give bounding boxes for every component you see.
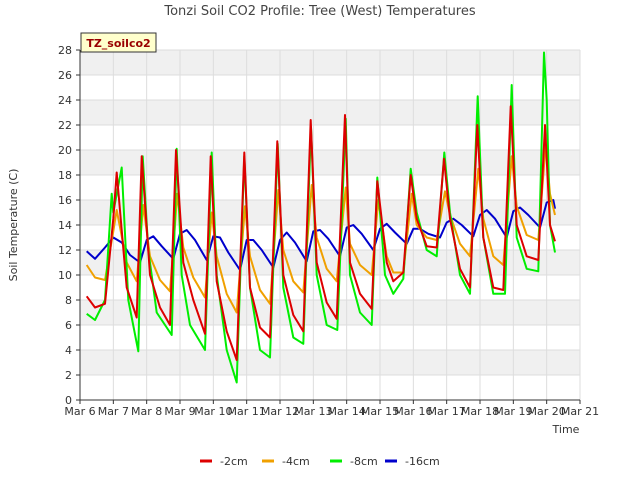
legend-item: -2cm	[200, 455, 248, 468]
plot-band	[80, 100, 580, 125]
x-tick-label: Mar 6	[64, 405, 95, 418]
y-tick-label: 28	[58, 44, 72, 57]
plot-band	[80, 50, 580, 75]
plot-band	[80, 250, 580, 275]
site-label-box: TZ_soilco2	[80, 32, 157, 53]
x-tick-label: Mar 15	[361, 405, 399, 418]
plot-band	[80, 200, 580, 225]
plot-band	[80, 150, 580, 175]
x-tick-label: Mar 20	[528, 405, 566, 418]
x-axis-label: Time	[552, 423, 580, 436]
x-tick-label: Mar 13	[294, 405, 332, 418]
y-tick-label: 16	[58, 194, 72, 207]
x-tick-label: Mar 8	[131, 405, 162, 418]
legend-label: -8cm	[350, 455, 378, 468]
x-tick-label: Mar 11	[228, 405, 266, 418]
x-tick-label: Mar 14	[328, 405, 366, 418]
y-tick-label: 0	[65, 394, 72, 407]
legend-label: -2cm	[220, 455, 248, 468]
series-layer	[85, 51, 556, 384]
y-tick-label: 20	[58, 144, 72, 157]
x-tick-label: Mar 9	[164, 405, 195, 418]
y-tick-label: 26	[58, 69, 72, 82]
site-label: TZ_soilco2	[86, 37, 150, 50]
x-tick-label: Mar 21	[561, 405, 599, 418]
y-tick-label: 12	[58, 244, 72, 257]
y-tick-label: 18	[58, 169, 72, 182]
legend-item: -16cm	[385, 455, 440, 468]
legend: -2cm -4cm -8cm -16cm	[200, 455, 440, 468]
legend-label: -4cm	[282, 455, 310, 468]
y-tick-label: 2	[65, 369, 72, 382]
plot-band	[80, 350, 580, 375]
y-tick-label: 10	[58, 269, 72, 282]
y-tick-label: 24	[58, 94, 72, 107]
x-tick-label: Mar 12	[261, 405, 299, 418]
chart-title: Tonzi Soil CO2 Profile: Tree (West) Temp…	[163, 4, 476, 19]
y-tick-label: 4	[65, 344, 72, 357]
legend-item: -4cm	[262, 455, 310, 468]
legend-label: -16cm	[405, 455, 440, 468]
x-tick-label: Mar 19	[494, 405, 532, 418]
series-line-minus-2cm	[85, 105, 556, 361]
x-tick-label: Mar 7	[98, 405, 129, 418]
y-tick-label: 22	[58, 119, 72, 132]
y-tick-label: 8	[65, 294, 72, 307]
y-tick-label: 6	[65, 319, 72, 332]
x-tick-label: Mar 10	[194, 405, 232, 418]
legend-item: -8cm	[330, 455, 378, 468]
x-tick-label: Mar 18	[461, 405, 499, 418]
x-tick-label: Mar 17	[428, 405, 466, 418]
x-tick-label: Mar 16	[394, 405, 432, 418]
y-tick-label: 14	[58, 219, 72, 232]
y-axis-label: Soil Temperature (C)	[7, 169, 20, 282]
